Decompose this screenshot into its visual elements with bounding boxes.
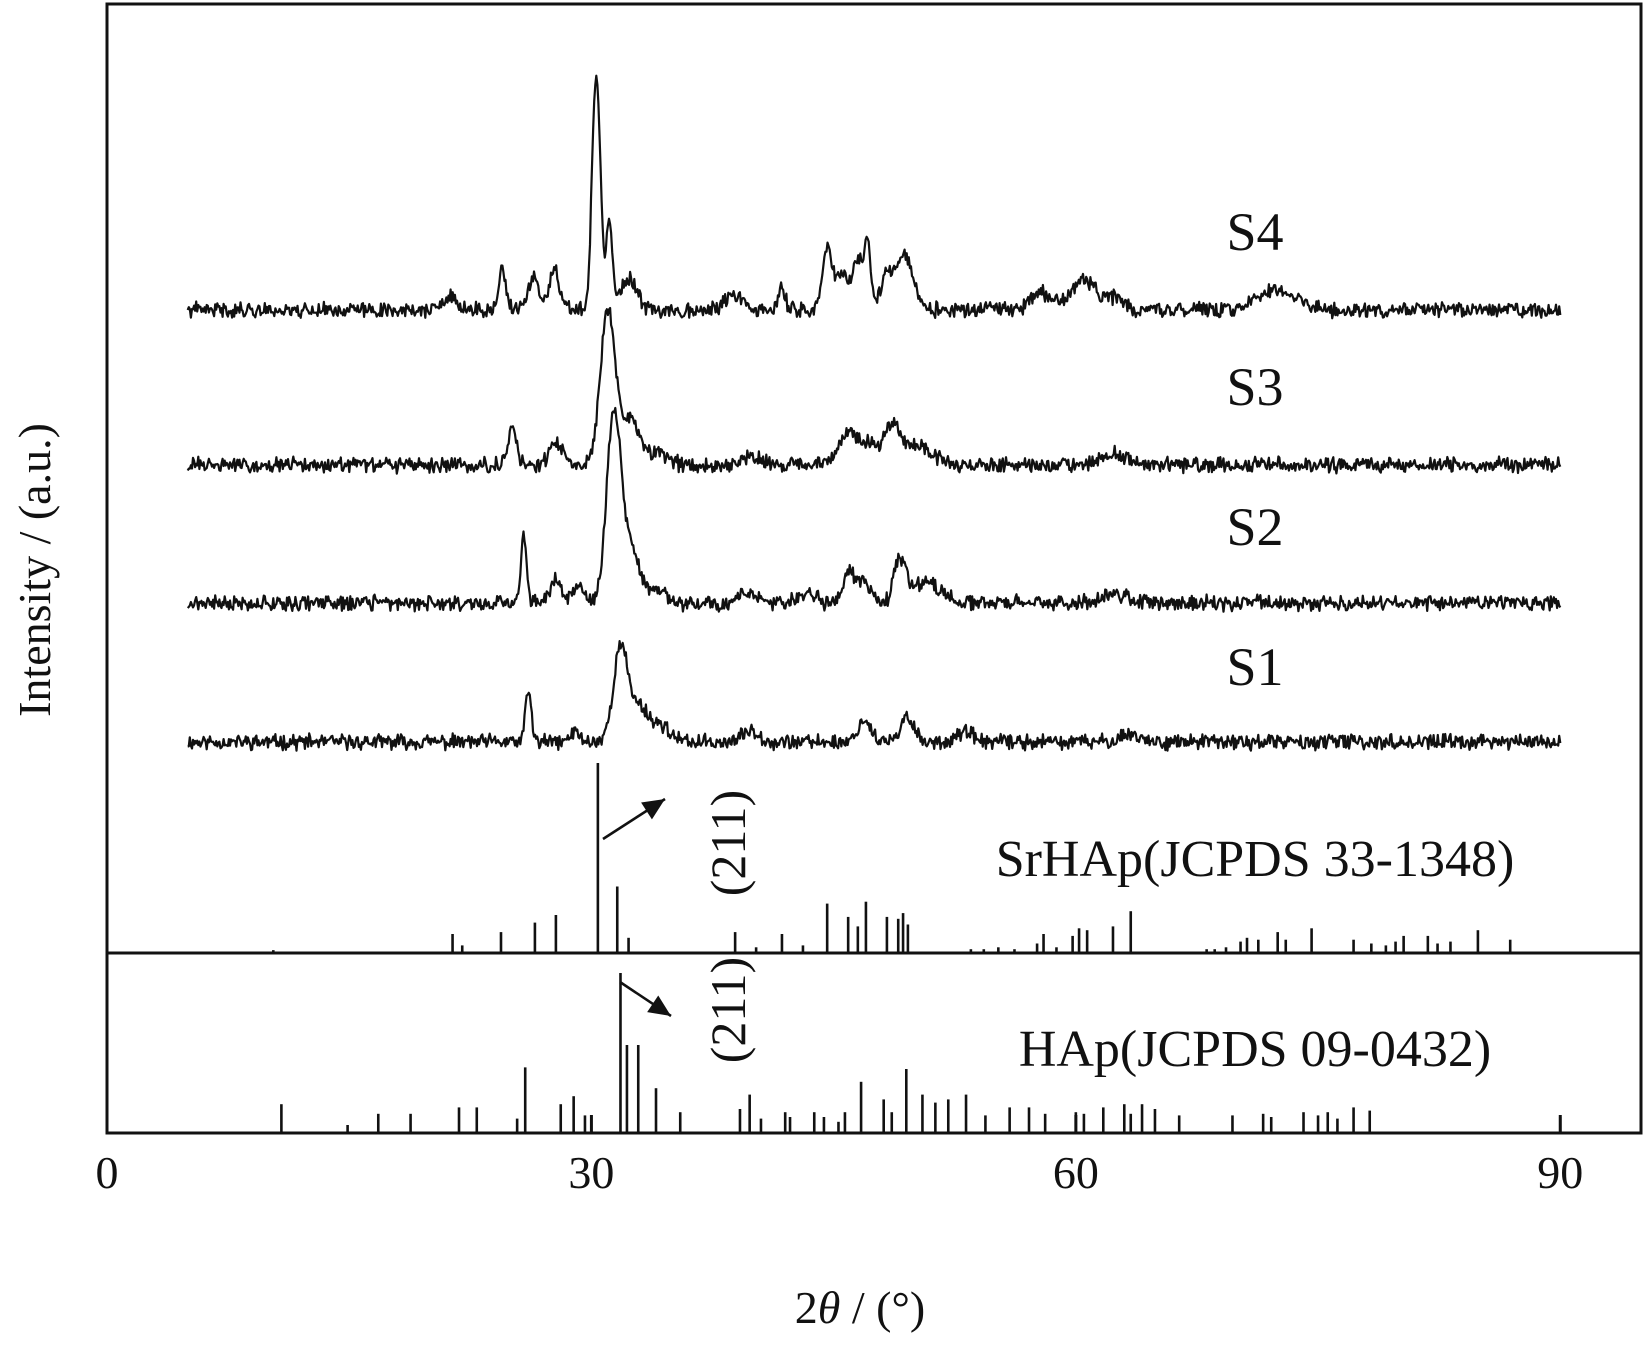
plot-border (105, 2, 1643, 1135)
arrow-head (641, 799, 665, 820)
series-label-s2: S2 (1226, 497, 1283, 557)
pattern-s1 (187, 640, 1562, 752)
pattern-s3 (186, 306, 1562, 475)
plot-frame (105, 2, 1643, 1135)
miller-index-label: (211) (700, 790, 756, 896)
miller-index-label: (211) (700, 957, 756, 1063)
reference-patterns: SrHAp(JCPDS 33-1348)(211)HAp(JCPDS 09-04… (272, 763, 1562, 1133)
reference-hap: HAp(JCPDS 09-0432) (211) (280, 957, 1562, 1133)
pattern-s4 (186, 74, 1562, 320)
x-axis-label: 2θ / (°) (795, 1282, 925, 1333)
pattern-s2 (186, 406, 1562, 613)
x-tick-label: 30 (568, 1147, 614, 1198)
x-tick-label: 60 (1053, 1147, 1099, 1198)
y-axis-label: Intensity / (a.u.) (9, 423, 60, 717)
reference-name: HAp(JCPDS 09-0432) (1019, 1021, 1491, 1078)
x-axis: 0 30 60 90 (96, 1115, 1583, 1198)
x-axis-label-prefix: 2 (795, 1282, 818, 1333)
x-tick-label: 0 (96, 1147, 119, 1198)
series-label-s3: S3 (1226, 357, 1283, 417)
diffraction-patterns: S4 S3 S2 S1 (186, 74, 1562, 752)
arrow-head (647, 995, 671, 1016)
series-label-s1: S1 (1226, 637, 1283, 697)
x-axis-label-unit: / (°) (840, 1282, 925, 1333)
x-axis-label-theta: θ (818, 1282, 841, 1333)
x-tick-label: 90 (1537, 1147, 1583, 1198)
series-label-s4: S4 (1226, 202, 1283, 262)
reference-name: SrHAp(JCPDS 33-1348) (996, 831, 1515, 888)
reference-srhap: SrHAp(JCPDS 33-1348) (211) (272, 763, 1515, 953)
